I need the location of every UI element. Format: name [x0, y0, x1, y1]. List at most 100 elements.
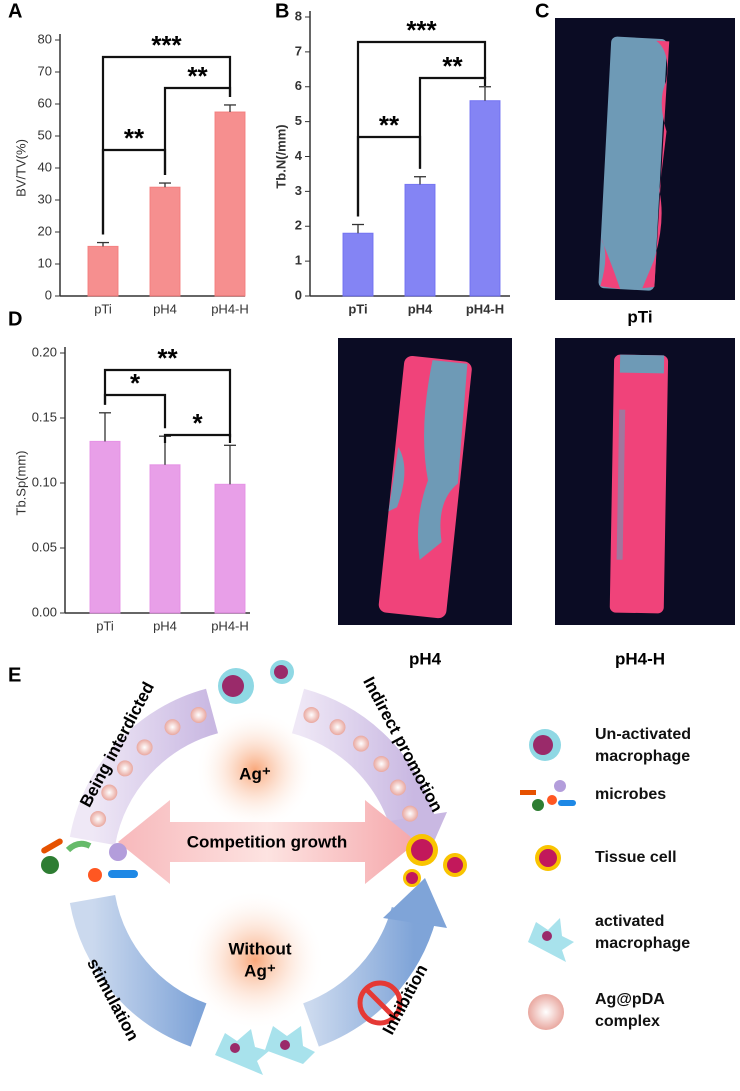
bar: [87, 245, 119, 297]
y-tick-label: 1: [295, 253, 302, 268]
panel-label: D: [8, 308, 22, 330]
x-tick-label: pH4-H: [211, 301, 249, 316]
bar: [89, 440, 121, 614]
y-tick-label: 0.10: [32, 474, 57, 489]
y-tick-label: 8: [295, 8, 302, 23]
bar: [342, 232, 374, 297]
center-top-label: Ag⁺: [239, 764, 271, 783]
bead: [101, 784, 118, 801]
column: [598, 36, 670, 291]
bar: [469, 100, 501, 297]
x-tick-label: pH4-H: [466, 301, 504, 316]
significance-bracket: [101, 55, 232, 235]
y-tick-label: 30: [38, 191, 52, 206]
column: [378, 356, 472, 619]
bead: [389, 779, 406, 796]
legend-label: macrophage: [595, 935, 690, 952]
bead: [373, 755, 390, 772]
y-axis-label: Tb.N(/mm): [273, 124, 288, 188]
beads: [90, 706, 419, 828]
panel-label: C: [535, 0, 549, 22]
arrowhead: [383, 878, 447, 928]
y-axis-label: BV/TV(%): [13, 139, 28, 197]
significance-label: **: [187, 61, 208, 91]
bar: [149, 186, 181, 297]
bar: [404, 183, 436, 297]
legend-label: Ag@pDA: [595, 991, 665, 1008]
y-tick-label: 60: [38, 95, 52, 110]
panel-label: A: [8, 0, 22, 22]
legend-icon: [528, 918, 574, 962]
legend-icon: [529, 729, 561, 761]
x-tick-label: pH4: [153, 618, 177, 633]
macrophage: [270, 660, 294, 684]
error-bar: [224, 104, 236, 112]
y-tick-label: 3: [295, 183, 302, 198]
image-label: pTi: [627, 307, 652, 326]
y-tick-label: 70: [38, 63, 52, 78]
ct-images: [338, 18, 735, 625]
y-tick-label: 0.05: [32, 539, 57, 554]
legend-label: microbes: [595, 786, 666, 803]
microbes: [41, 838, 138, 882]
legend-icon: [535, 845, 561, 871]
significance-label: *: [192, 408, 203, 438]
y-tick-label: 0.20: [32, 344, 57, 359]
legend-label: activated: [595, 913, 664, 930]
bar-chart: 0.00 0.05 0.10 0.15 0.20 Tb.Sp(mm) pTi pH4 pH4-H…: [13, 343, 250, 633]
panel-label: B: [275, 0, 289, 22]
center-bottom-label: Ag⁺: [244, 961, 276, 980]
bead: [136, 739, 153, 756]
y-tick-label: 4: [295, 148, 303, 163]
arrow-label: Competition growth: [187, 832, 348, 851]
bead: [353, 735, 370, 752]
y-tick-label: 20: [38, 223, 52, 238]
column: [609, 354, 669, 614]
x-tick-label: pH4: [153, 301, 177, 316]
x-tick-label: pTi: [348, 301, 367, 316]
legend-label: complex: [595, 1013, 660, 1030]
y-axis-label: Tb.Sp(mm): [13, 451, 28, 516]
legend-icon: [520, 780, 576, 811]
bead: [402, 805, 419, 822]
legend-label: Tissue cell: [595, 849, 677, 866]
significance-bracket: [418, 76, 487, 169]
bar: [214, 483, 246, 614]
y-tick-label: 0.15: [32, 409, 57, 424]
image-label: pH4-H: [615, 649, 665, 668]
y-tick-label: 0: [295, 287, 302, 302]
x-tick-label: pTi: [94, 301, 112, 316]
glow: [195, 710, 315, 830]
bead: [303, 706, 320, 723]
error-bar: [414, 176, 426, 185]
y-tick-label: 0: [45, 287, 52, 302]
error-bar: [224, 444, 236, 485]
center-bottom-label: Without: [228, 939, 291, 958]
error-bar: [479, 86, 491, 101]
image-label: pH4: [409, 649, 442, 668]
activated-macrophages: [215, 1026, 315, 1075]
y-tick-label: 5: [295, 113, 302, 128]
tissue-cells: [403, 834, 467, 887]
y-tick-label: 6: [295, 78, 302, 93]
legend-icon: [528, 994, 564, 1030]
significance-label: **: [157, 343, 178, 373]
arc: [69, 894, 207, 1047]
significance-label: **: [124, 123, 145, 153]
significance-bracket: [103, 393, 167, 429]
significance-bracket: [103, 368, 232, 438]
macrophage: [218, 668, 254, 704]
double-arrow: [118, 800, 417, 884]
y-tick-label: 80: [38, 31, 52, 46]
significance-label: *: [130, 368, 141, 398]
x-tick-label: pTi: [96, 618, 114, 633]
y-tick-label: 2: [295, 218, 302, 233]
bar: [149, 464, 181, 614]
y-tick-label: 10: [38, 255, 52, 270]
significance-label: **: [442, 51, 463, 81]
bead: [164, 719, 181, 736]
inhibition-sign: [357, 980, 403, 1026]
glow: [185, 890, 325, 1030]
